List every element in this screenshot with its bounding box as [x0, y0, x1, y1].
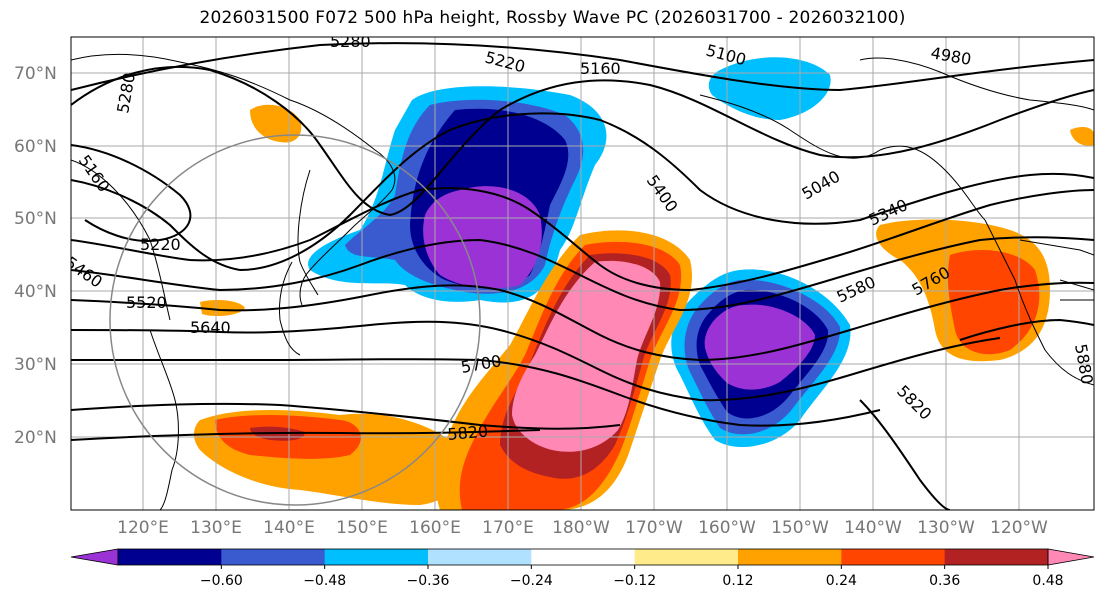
colorbar-tick-label: 0.12 — [722, 573, 753, 589]
latitude-labels: 70°N 60°N 50°N 40°N 30°N 20°N — [14, 64, 57, 448]
colorbar: −0.60 −0.48 −0.36 −0.24 −0.12 0.12 0.24 0.36 0.4… — [70, 548, 1095, 589]
lon-label: 150°E — [336, 518, 388, 538]
colorbar-segment — [221, 549, 326, 565]
lat-label: 70°N — [14, 64, 57, 84]
colorbar-border — [117, 548, 1049, 566]
lon-label: 120°E — [117, 518, 169, 538]
colorbar-segment — [118, 549, 222, 565]
contour-label: 5220 — [140, 235, 181, 254]
plot-border — [70, 36, 1095, 511]
reference-circle — [109, 134, 481, 506]
positive-anomaly-siberia — [250, 104, 302, 143]
lon-label: 150°W — [771, 518, 829, 538]
lon-label: 180°W — [552, 518, 610, 538]
graticule — [71, 37, 1094, 510]
negative-anomaly-central-core — [704, 304, 815, 390]
lon-label: 160°W — [698, 518, 756, 538]
contour-label: 5160 — [580, 59, 621, 78]
lon-label: 160°E — [409, 518, 461, 538]
colorbar-tick-label: −0.12 — [613, 573, 656, 589]
lon-label: 140°W — [844, 518, 902, 538]
longitude-labels: 120°E 130°E 140°E 150°E 160°E 170°E 180°… — [117, 518, 1048, 538]
colorbar-tick-label: −0.24 — [510, 573, 553, 589]
colorbar-tick-label: −0.60 — [200, 573, 243, 589]
colorbar-segment — [944, 549, 1049, 565]
positive-anomaly-canada — [1070, 127, 1094, 146]
coastlines — [71, 53, 1094, 510]
lon-label: 140°E — [263, 518, 315, 538]
lat-label: 40°N — [14, 282, 57, 302]
colorbar-tick-label: 0.24 — [826, 573, 857, 589]
colorbar-segment — [634, 549, 739, 565]
contour-label: 5520 — [126, 293, 167, 312]
lon-label: 170°E — [482, 518, 534, 538]
colorbar-segment — [841, 549, 946, 565]
colorbar-extend-max — [1047, 548, 1095, 566]
colorbar-segment — [428, 549, 532, 565]
map-title: 2026031500 F072 500 hPa height, Rossby W… — [199, 8, 906, 28]
colorbar-segment — [738, 549, 842, 565]
colorbar-tick-label: 0.48 — [1032, 573, 1063, 589]
colorbar-extend-min — [70, 548, 119, 566]
lon-label: 170°W — [625, 518, 683, 538]
contour-label: 5640 — [190, 318, 231, 337]
lat-label: 50°N — [14, 209, 57, 229]
positive-anomaly-japan — [200, 300, 245, 316]
contour-label: 5280 — [330, 32, 371, 51]
colorbar-tick-label: 0.36 — [929, 573, 960, 589]
colorbar-segment — [531, 549, 636, 565]
positive-anomaly-central-core — [512, 260, 661, 452]
lon-label: 120°W — [990, 518, 1048, 538]
colorbar-tick-label: −0.36 — [407, 573, 450, 589]
lon-label: 130°E — [190, 518, 242, 538]
contour-label: 5880 — [1071, 342, 1097, 385]
colorbar-tick-label: −0.48 — [303, 573, 346, 589]
lat-label: 60°N — [14, 137, 57, 157]
contour-label: 5820 — [447, 422, 489, 444]
height-contours — [71, 42, 1094, 510]
lon-label: 130°W — [917, 518, 975, 538]
lat-label: 20°N — [14, 428, 57, 448]
positive-anomaly-east-red — [947, 250, 1040, 355]
negative-anomaly-nw-core — [423, 186, 542, 289]
lat-label: 30°N — [14, 355, 57, 375]
colorbar-segment — [324, 549, 429, 565]
